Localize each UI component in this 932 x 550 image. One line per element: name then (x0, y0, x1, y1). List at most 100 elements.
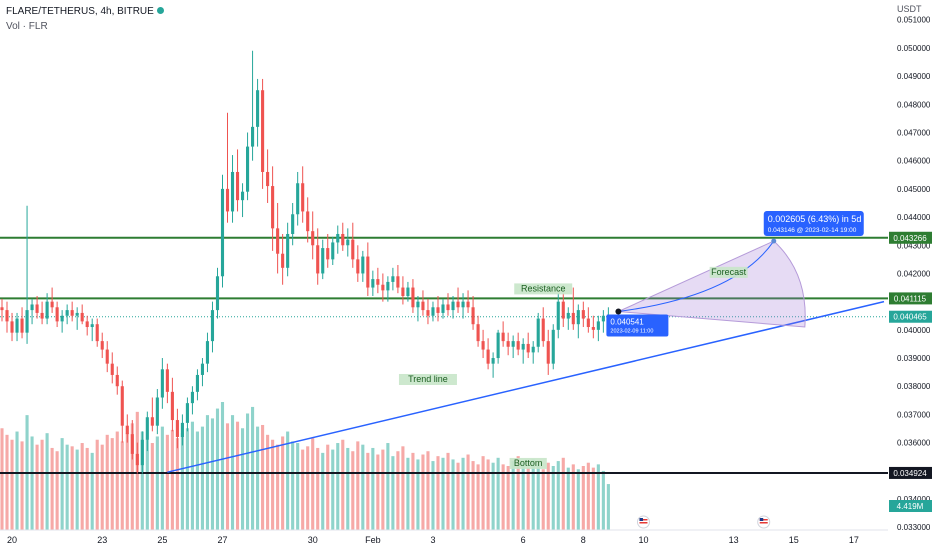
volume-bar (125, 433, 129, 530)
candle-body (25, 310, 29, 333)
price-axis[interactable] (888, 0, 932, 550)
volume-bar (215, 408, 220, 530)
volume-bar (556, 461, 560, 530)
candle-body (10, 321, 14, 333)
forecast-tooltip (763, 211, 864, 237)
candle-body (35, 304, 39, 313)
forecast-origin-point[interactable] (615, 308, 622, 315)
candle-body (431, 307, 435, 316)
volume-bar (511, 461, 515, 530)
volume-bar (361, 444, 365, 530)
candle-body (476, 324, 480, 342)
volume-bar (416, 459, 420, 530)
candle-body (0, 307, 4, 311)
volume-bar (65, 444, 69, 530)
volume-bar (576, 469, 580, 530)
volume-bar (115, 431, 119, 530)
price-tick-label: 0.038000 (897, 382, 931, 391)
volume-bar (15, 431, 19, 530)
candle-body (160, 369, 164, 398)
candle-body (316, 245, 320, 274)
volume-bar (155, 436, 159, 530)
price-flag (889, 292, 932, 305)
candle-body (15, 318, 19, 333)
candle-body (120, 386, 124, 426)
volume-bar (451, 459, 455, 530)
flag-stripe (639, 522, 648, 524)
price-tick-label: 0.043000 (897, 241, 931, 250)
candle-body (441, 304, 445, 313)
candle-body (296, 183, 300, 215)
forecast-tooltip-line1: 0.002605 (6.43%) in 5d 8h (768, 214, 874, 224)
symbol-title: FLARE/TETHERUS, 4h, BITRUE (6, 4, 164, 19)
candle-body (401, 287, 405, 297)
volume-legend: Vol · FLR (6, 21, 48, 32)
candle-body (541, 318, 545, 342)
candle-body (446, 304, 450, 311)
volume-bar (271, 439, 275, 530)
candle-body (95, 324, 99, 342)
candle-body (536, 318, 540, 347)
volume-bar (30, 436, 34, 530)
forecast-tooltip-line2: 0.043146 @ 2023-02-14 19:00 (768, 227, 857, 234)
candle-body (306, 211, 310, 232)
candle-body (586, 318, 590, 328)
price-tooltip-line1: 0.040541 (610, 318, 644, 327)
candle-body (240, 191, 245, 201)
volume-bar (401, 446, 405, 530)
candle-body (301, 183, 305, 212)
candle-body (436, 307, 440, 313)
flag-stripe (639, 519, 648, 521)
resistance-label: Resistance (521, 283, 566, 293)
price-tick-label: 0.037000 (897, 410, 931, 419)
volume-bar (165, 434, 169, 530)
volume-bar (105, 434, 109, 530)
candle-body (386, 281, 390, 291)
time-tick-label: 23 (97, 535, 107, 545)
candle-body (571, 312, 575, 325)
price-flag-label: 0.034924 (893, 469, 927, 478)
time-axis[interactable] (0, 530, 888, 550)
volume-bar (446, 452, 450, 530)
volume-bar (261, 424, 265, 530)
time-tick-label: 27 (217, 535, 227, 545)
price-tick-label: 0.045000 (897, 185, 931, 194)
volume-bar (60, 438, 64, 530)
candle-body (311, 231, 315, 246)
forecast-cone[interactable] (616, 240, 806, 328)
candle-body (150, 417, 154, 426)
candle-body (561, 301, 565, 319)
volume-bar (366, 452, 370, 530)
volume-bar (466, 454, 470, 530)
candle-body (225, 188, 230, 212)
candle-body (125, 425, 129, 435)
candle-body (266, 171, 270, 187)
forecast-label: Forecast (711, 267, 747, 277)
candle-body (60, 315, 64, 322)
candle-body (546, 341, 550, 364)
candle-body (556, 301, 560, 330)
flag-canton (639, 518, 643, 521)
volume-bar (35, 444, 39, 530)
candle-body (566, 312, 570, 319)
candle-body (406, 287, 410, 297)
candle-body (281, 253, 285, 268)
volume-bar (225, 423, 230, 530)
volume-bar (90, 452, 94, 530)
volume-bar (431, 461, 435, 530)
volume-bar (436, 456, 440, 530)
candle-body (135, 453, 139, 466)
volume-bar (341, 439, 345, 530)
volume-bar (591, 467, 595, 530)
volume-bar (306, 446, 310, 530)
candle-body (165, 369, 169, 392)
candle-body (531, 346, 535, 353)
candle-body (291, 214, 295, 234)
forecast-target-point[interactable] (771, 238, 777, 244)
candle-body (110, 363, 114, 375)
trend-line[interactable] (167, 300, 885, 473)
volume-bar (246, 413, 250, 530)
volume-bar (5, 434, 9, 530)
volume-bar (381, 449, 385, 530)
